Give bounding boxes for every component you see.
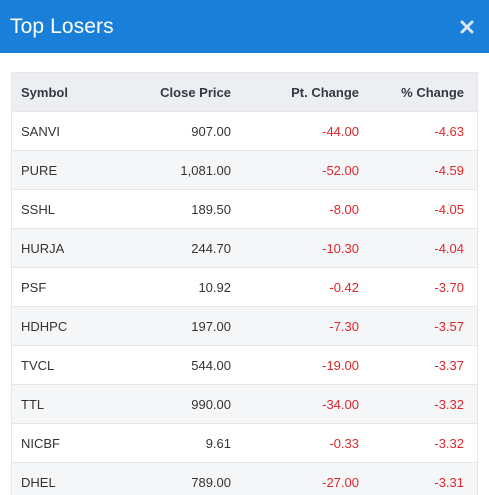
header-row: Symbol Close Price Pt. Change % Change (12, 73, 477, 112)
losers-table: Symbol Close Price Pt. Change % Change S… (12, 73, 477, 495)
modal-title: Top Losers (10, 14, 114, 38)
table-row[interactable]: DHEL 789.00 -27.00 -3.31 (12, 462, 477, 495)
column-header-pct-change[interactable]: % Change (361, 73, 477, 112)
cell-pt-change: -52.00 (233, 150, 361, 190)
table-row[interactable]: NICBF 9.61 -0.33 -3.32 (12, 423, 477, 463)
cell-close-price: 544.00 (116, 345, 233, 385)
cell-pt-change: -7.30 (233, 306, 361, 346)
cell-pct-change: -4.59 (361, 150, 477, 190)
cell-close-price: 1,081.00 (116, 150, 233, 190)
column-header-close-price[interactable]: Close Price (116, 73, 233, 112)
table-row[interactable]: TVCL 544.00 -19.00 -3.37 (12, 345, 477, 385)
cell-symbol: HDHPC (12, 306, 116, 346)
cell-pt-change: -0.42 (233, 267, 361, 307)
cell-close-price: 907.00 (116, 111, 233, 151)
cell-pct-change: -4.63 (361, 111, 477, 151)
column-header-symbol[interactable]: Symbol (12, 73, 116, 112)
cell-pct-change: -3.32 (361, 423, 477, 463)
cell-pct-change: -4.04 (361, 228, 477, 268)
cell-close-price: 9.61 (116, 423, 233, 463)
table-row[interactable]: TTL 990.00 -34.00 -3.32 (12, 384, 477, 424)
cell-symbol: SANVI (12, 111, 116, 151)
table-row[interactable]: HDHPC 197.00 -7.30 -3.57 (12, 306, 477, 346)
cell-symbol: PURE (12, 150, 116, 190)
cell-pt-change: -19.00 (233, 345, 361, 385)
column-header-pt-change[interactable]: Pt. Change (233, 73, 361, 112)
cell-close-price: 244.70 (116, 228, 233, 268)
cell-pt-change: -10.30 (233, 228, 361, 268)
cell-pt-change: -8.00 (233, 189, 361, 229)
cell-close-price: 10.92 (116, 267, 233, 307)
cell-close-price: 197.00 (116, 306, 233, 346)
cell-pt-change: -27.00 (233, 462, 361, 495)
cell-pct-change: -3.57 (361, 306, 477, 346)
cell-symbol: TTL (12, 384, 116, 424)
cell-pct-change: -3.31 (361, 462, 477, 495)
cell-symbol: TVCL (12, 345, 116, 385)
cell-pct-change: -4.05 (361, 189, 477, 229)
table-row[interactable]: SSHL 189.50 -8.00 -4.05 (12, 189, 477, 229)
table-row[interactable]: PURE 1,081.00 -52.00 -4.59 (12, 150, 477, 190)
cell-symbol: HURJA (12, 228, 116, 268)
cell-symbol: DHEL (12, 462, 116, 495)
cell-close-price: 189.50 (116, 189, 233, 229)
table-row[interactable]: PSF 10.92 -0.42 -3.70 (12, 267, 477, 307)
table-row[interactable]: SANVI 907.00 -44.00 -4.63 (12, 111, 477, 151)
table-row[interactable]: HURJA 244.70 -10.30 -4.04 (12, 228, 477, 268)
losers-table-container: Symbol Close Price Pt. Change % Change S… (11, 72, 478, 495)
cell-pct-change: -3.70 (361, 267, 477, 307)
cell-pt-change: -44.00 (233, 111, 361, 151)
close-icon (460, 20, 474, 33)
table-body: SANVI 907.00 -44.00 -4.63 PURE 1,081.00 -52.00… (12, 111, 477, 495)
cell-close-price: 990.00 (116, 384, 233, 424)
modal-header: Top Losers (0, 0, 489, 53)
table-header: Symbol Close Price Pt. Change % Change (12, 73, 477, 112)
cell-pt-change: -34.00 (233, 384, 361, 424)
cell-pt-change: -0.33 (233, 423, 361, 463)
cell-pct-change: -3.32 (361, 384, 477, 424)
cell-close-price: 789.00 (116, 462, 233, 495)
close-button[interactable] (456, 16, 478, 38)
cell-symbol: NICBF (12, 423, 116, 463)
cell-pct-change: -3.37 (361, 345, 477, 385)
cell-symbol: PSF (12, 267, 116, 307)
cell-symbol: SSHL (12, 189, 116, 229)
